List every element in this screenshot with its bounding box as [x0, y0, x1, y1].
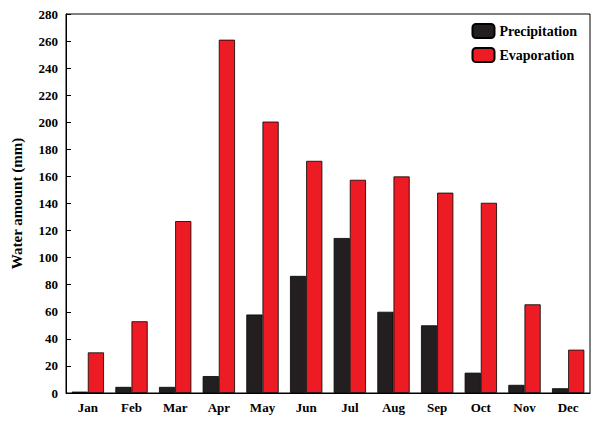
svg-text:20: 20 — [45, 358, 58, 373]
svg-text:60: 60 — [45, 304, 58, 319]
svg-text:120: 120 — [39, 223, 59, 238]
svg-text:280: 280 — [39, 7, 59, 22]
svg-text:220: 220 — [39, 88, 59, 103]
svg-text:Evaporation: Evaporation — [499, 48, 574, 63]
svg-text:Jul: Jul — [341, 400, 359, 415]
svg-text:Precipitation: Precipitation — [499, 24, 577, 39]
svg-text:260: 260 — [39, 34, 59, 49]
svg-text:Oct: Oct — [471, 400, 492, 415]
svg-text:Jun: Jun — [296, 400, 318, 415]
svg-text:180: 180 — [39, 142, 59, 157]
svg-text:0: 0 — [52, 386, 59, 401]
svg-text:40: 40 — [45, 331, 58, 346]
svg-text:200: 200 — [39, 115, 59, 130]
svg-text:240: 240 — [39, 61, 59, 76]
svg-text:Aug: Aug — [382, 400, 406, 415]
svg-text:Water amount (mm): Water amount (mm) — [9, 138, 26, 269]
svg-text:100: 100 — [39, 250, 59, 265]
svg-text:Mar: Mar — [163, 400, 188, 415]
svg-text:80: 80 — [45, 277, 58, 292]
svg-text:Feb: Feb — [121, 400, 142, 415]
svg-text:May: May — [250, 400, 276, 415]
svg-text:Nov: Nov — [513, 400, 536, 415]
svg-text:Sep: Sep — [427, 400, 447, 415]
svg-text:Jan: Jan — [78, 400, 99, 415]
svg-text:Dec: Dec — [558, 400, 579, 415]
svg-text:140: 140 — [39, 196, 59, 211]
svg-text:160: 160 — [39, 169, 59, 184]
svg-text:Apr: Apr — [208, 400, 231, 415]
